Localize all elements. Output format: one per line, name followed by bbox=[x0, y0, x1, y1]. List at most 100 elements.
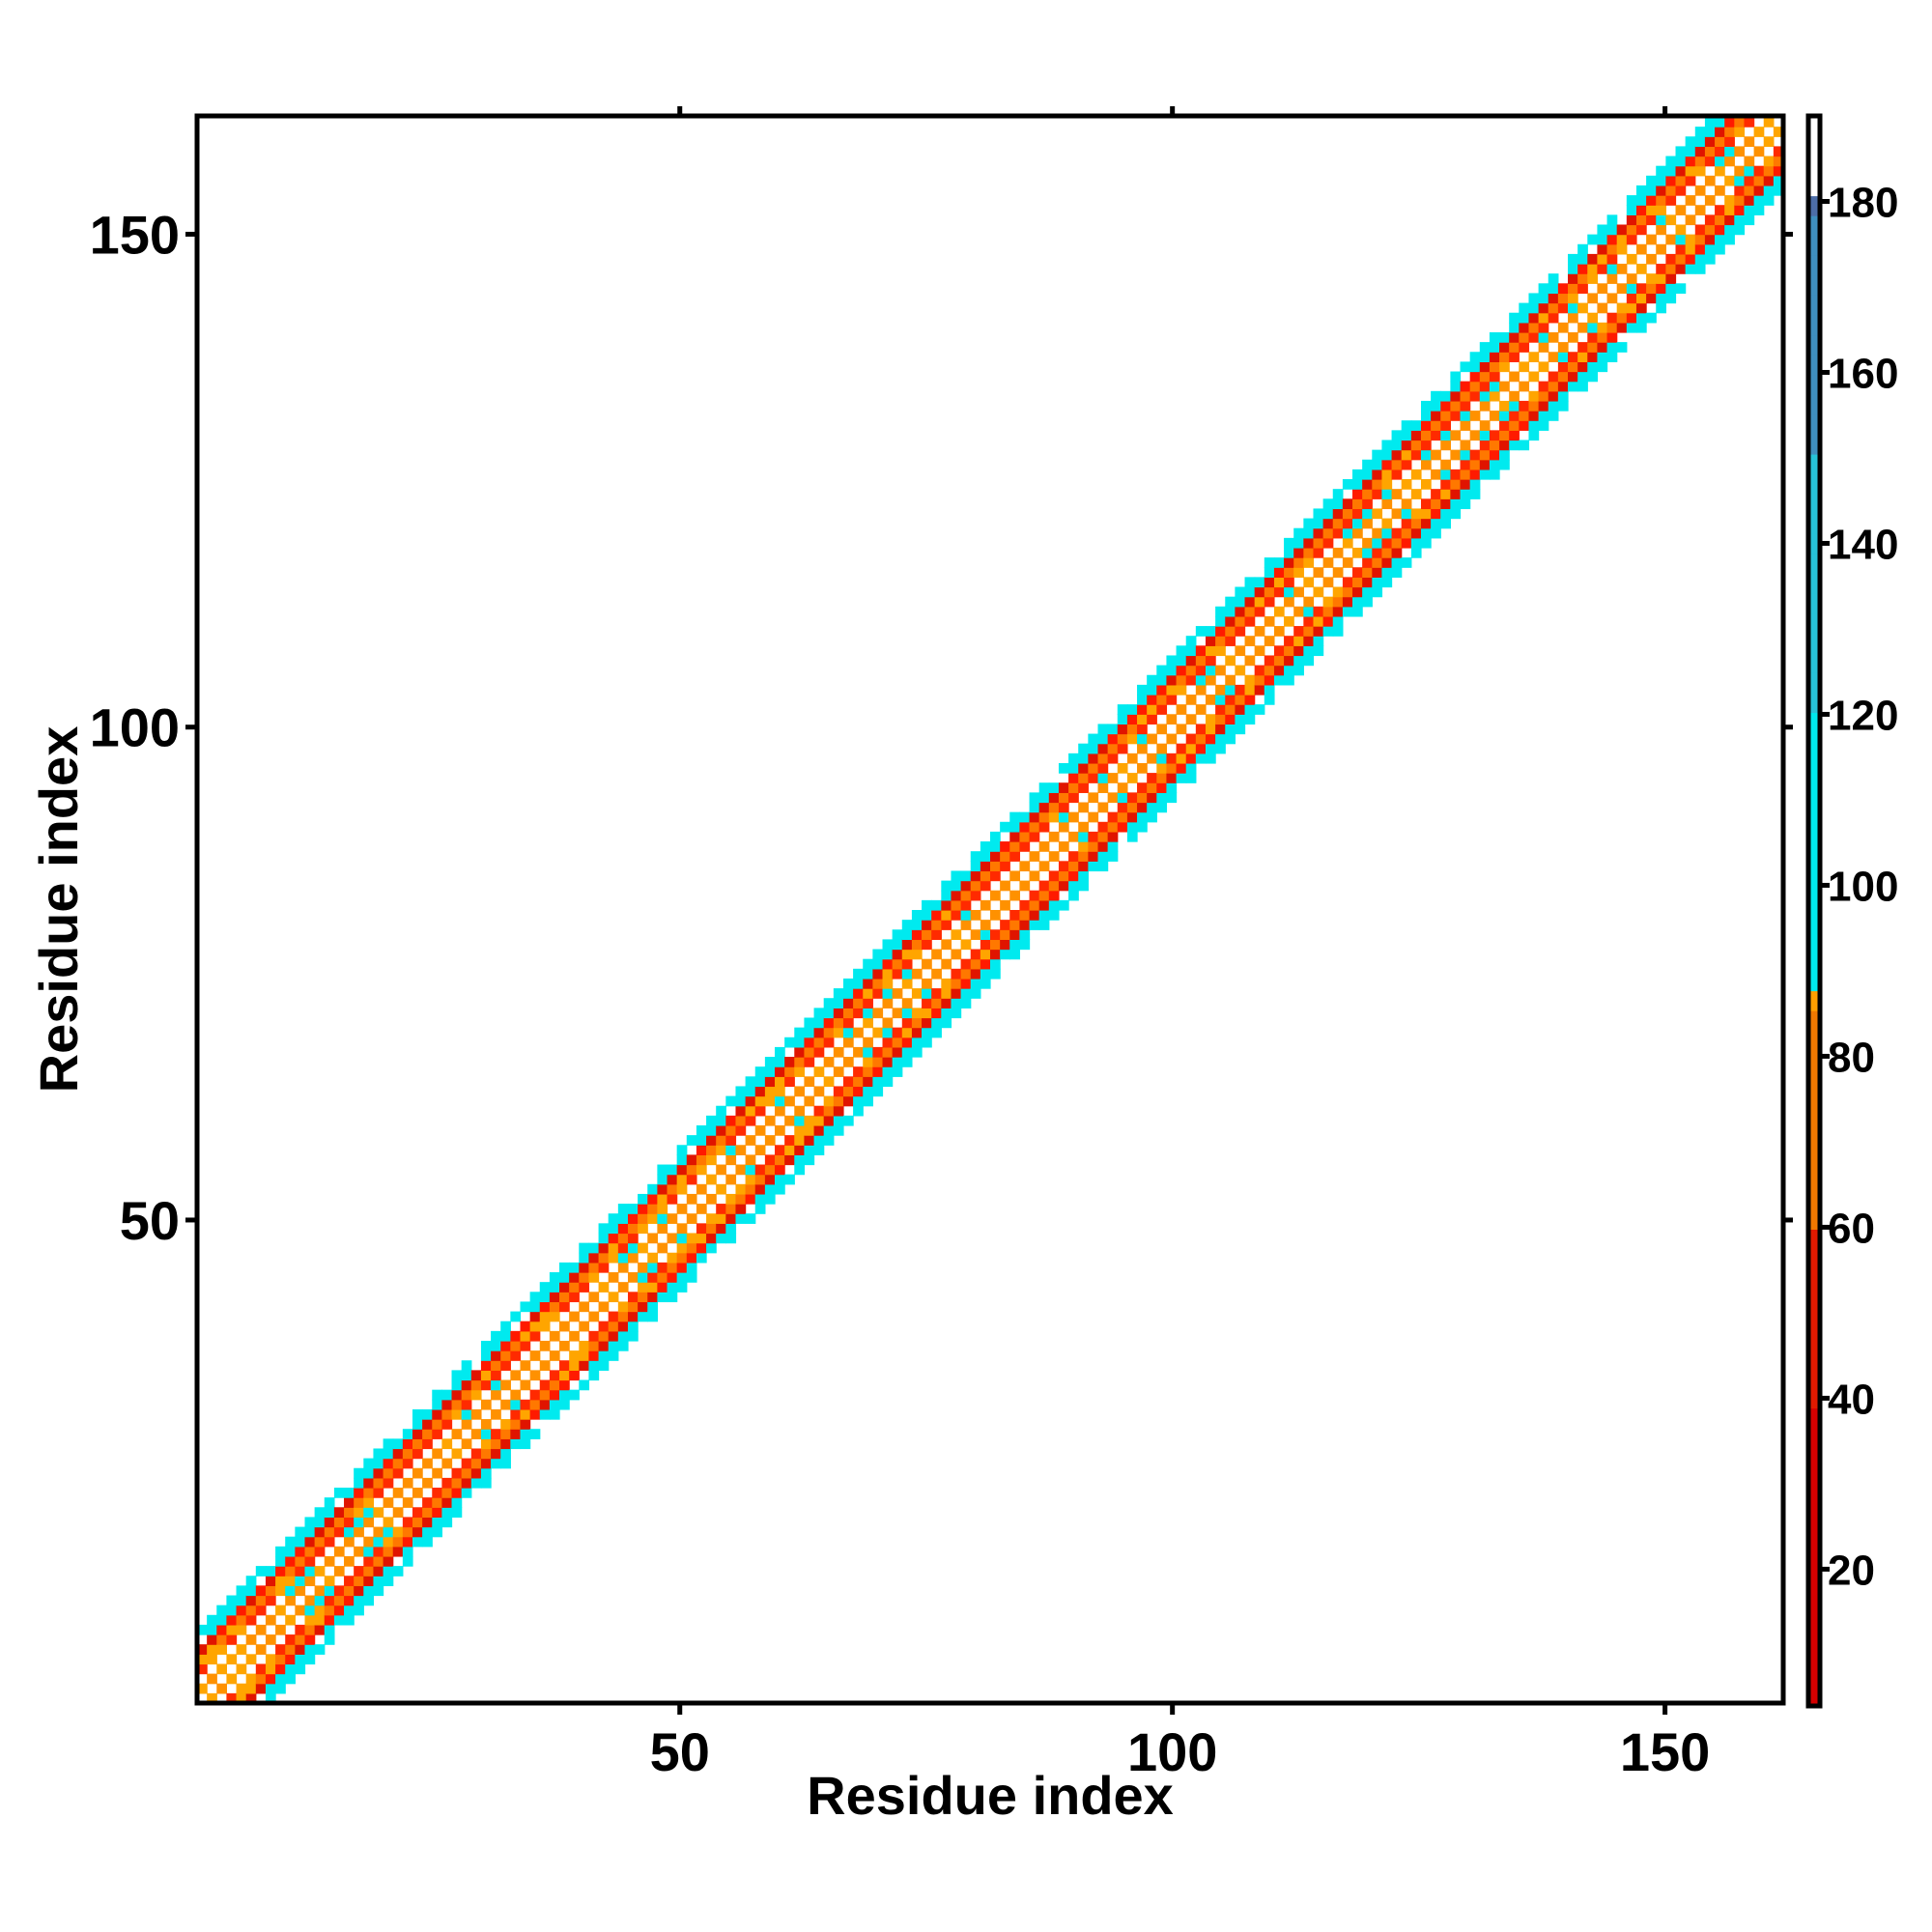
heatmap-cell bbox=[1137, 684, 1148, 696]
heatmap-cell bbox=[1519, 381, 1530, 392]
heatmap-cell bbox=[1332, 498, 1344, 510]
heatmap-cell bbox=[1469, 479, 1481, 490]
heatmap-cell bbox=[627, 1330, 639, 1342]
heatmap-cell bbox=[667, 1193, 678, 1205]
heatmap-cell bbox=[529, 1311, 541, 1322]
heatmap-cell bbox=[1724, 205, 1735, 215]
heatmap-cell bbox=[1332, 567, 1344, 578]
heatmap-cell bbox=[901, 1027, 913, 1038]
heatmap-cell bbox=[1597, 352, 1608, 362]
heatmap-cell bbox=[901, 920, 913, 930]
heatmap-cell bbox=[1147, 674, 1157, 686]
heatmap-cell bbox=[676, 1145, 688, 1155]
heatmap-cell bbox=[1568, 352, 1578, 362]
heatmap-cell bbox=[1195, 674, 1207, 686]
heatmap-cell bbox=[608, 1340, 619, 1351]
heatmap-cell bbox=[863, 1057, 873, 1067]
heatmap-cell bbox=[608, 1311, 619, 1322]
heatmap-cell bbox=[579, 1272, 590, 1283]
heatmap-cell bbox=[1431, 411, 1441, 421]
heatmap-cell bbox=[970, 968, 981, 980]
heatmap-cell bbox=[960, 978, 972, 989]
heatmap-cell bbox=[1381, 440, 1393, 451]
heatmap-cell bbox=[1704, 224, 1716, 236]
heatmap-cell bbox=[833, 1008, 844, 1019]
heatmap-cell bbox=[1097, 821, 1109, 833]
heatmap-cell bbox=[422, 1458, 433, 1469]
heatmap-cell bbox=[1499, 440, 1510, 451]
heatmap-cell bbox=[1215, 645, 1226, 657]
heatmap-cell bbox=[1205, 636, 1216, 646]
heatmap-cell bbox=[510, 1350, 522, 1361]
heatmap-cell bbox=[491, 1330, 501, 1342]
heatmap-cell bbox=[911, 1027, 923, 1038]
heatmap-cell bbox=[461, 1408, 472, 1420]
heatmap-cell bbox=[1646, 283, 1657, 295]
heatmap-cell bbox=[1088, 861, 1099, 872]
heatmap-cell bbox=[1000, 929, 1010, 941]
heatmap-cell bbox=[922, 988, 932, 999]
heatmap-cell bbox=[226, 1614, 238, 1626]
heatmap-cell bbox=[951, 880, 962, 892]
heatmap-cell bbox=[970, 958, 981, 970]
heatmap-cell bbox=[1509, 342, 1520, 353]
heatmap-cell bbox=[842, 1115, 854, 1126]
heatmap-cell bbox=[842, 1027, 854, 1038]
heatmap-cell bbox=[383, 1536, 394, 1548]
heatmap-cell bbox=[1557, 283, 1569, 295]
heatmap-cell bbox=[1225, 684, 1236, 696]
heatmap-cell bbox=[1264, 577, 1275, 588]
heatmap-cell bbox=[980, 968, 991, 980]
heatmap-cell bbox=[1068, 890, 1079, 901]
heatmap-cell bbox=[1548, 400, 1559, 412]
heatmap-cell bbox=[1557, 322, 1569, 333]
heatmap-cell bbox=[1362, 498, 1373, 510]
colorbar-swatch bbox=[1808, 255, 1820, 276]
heatmap-cell bbox=[579, 1360, 590, 1371]
heatmap-cell bbox=[1264, 586, 1275, 598]
heatmap-cell bbox=[833, 1086, 844, 1097]
colorbar-swatch bbox=[1808, 295, 1820, 316]
heatmap-cell bbox=[1528, 352, 1540, 362]
heatmap-cell bbox=[775, 1174, 785, 1185]
heatmap-cell bbox=[373, 1585, 384, 1597]
heatmap-cell bbox=[510, 1399, 522, 1410]
heatmap-cell bbox=[735, 1193, 747, 1205]
heatmap-cell bbox=[1352, 547, 1363, 558]
heatmap-cell bbox=[1009, 811, 1021, 823]
heatmap-cell bbox=[588, 1242, 600, 1254]
heatmap-cell bbox=[1313, 567, 1324, 578]
heatmap-cell bbox=[383, 1566, 394, 1577]
heatmap-cell bbox=[813, 1008, 825, 1019]
heatmap-cell bbox=[1117, 811, 1128, 823]
colorbar-swatch bbox=[1808, 413, 1820, 435]
heatmap-cell bbox=[402, 1477, 413, 1489]
heatmap-cell bbox=[500, 1321, 511, 1332]
heatmap-cell bbox=[441, 1517, 453, 1528]
heatmap-cell bbox=[1460, 479, 1471, 490]
heatmap-cell bbox=[1038, 802, 1050, 813]
heatmap-cell bbox=[911, 1037, 923, 1048]
heatmap-cell bbox=[1215, 714, 1226, 725]
heatmap-cell bbox=[1715, 205, 1725, 215]
heatmap-cell bbox=[754, 1095, 766, 1107]
heatmap-cell bbox=[1548, 371, 1559, 383]
colorbar-swatch bbox=[1808, 930, 1820, 952]
heatmap-cell bbox=[922, 978, 932, 989]
heatmap-cell bbox=[1372, 469, 1383, 480]
heatmap-cell bbox=[1009, 939, 1021, 951]
heatmap-cell bbox=[344, 1517, 355, 1528]
heatmap-cell bbox=[1744, 205, 1755, 215]
heatmap-cell bbox=[1156, 782, 1168, 793]
heatmap-cell bbox=[295, 1546, 306, 1557]
heatmap-cell bbox=[1166, 684, 1178, 696]
heatmap-cell bbox=[804, 1027, 815, 1038]
heatmap-cell bbox=[775, 1164, 785, 1176]
heatmap-cell bbox=[1410, 449, 1422, 461]
heatmap-cell bbox=[1675, 224, 1687, 236]
heatmap-cell bbox=[255, 1624, 267, 1635]
colorbar-swatch bbox=[1808, 752, 1820, 773]
heatmap-cell bbox=[1009, 929, 1021, 941]
heatmap-cell bbox=[285, 1536, 296, 1548]
heatmap-cell bbox=[823, 1105, 835, 1117]
